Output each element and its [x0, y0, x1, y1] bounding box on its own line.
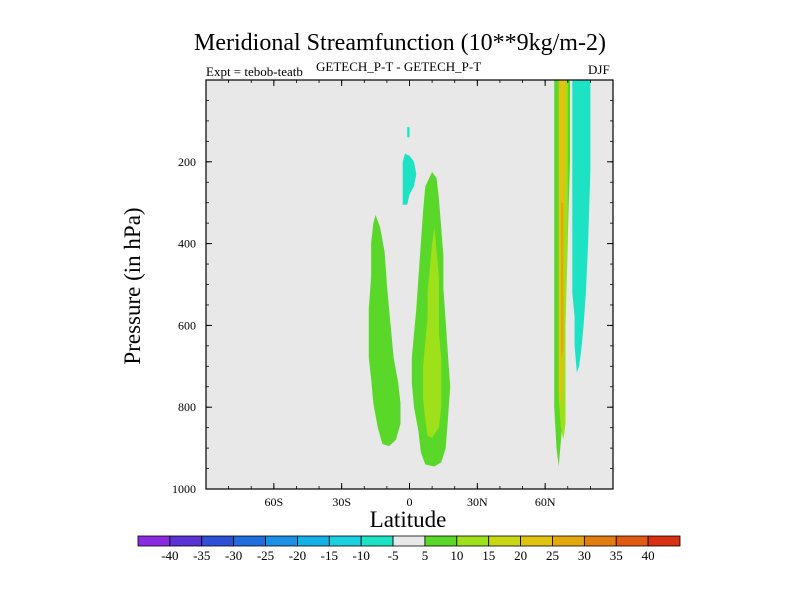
colorbar-label: 30	[578, 548, 591, 563]
colorbar-label: -15	[321, 548, 338, 563]
x-tick-label: 60S	[264, 495, 283, 509]
contour-region-4	[402, 153, 417, 205]
colorbar-label: -35	[193, 548, 210, 563]
colorbar-swatch-16	[647, 535, 681, 547]
colorbar-swatch-6	[328, 535, 362, 547]
x-tick-label: 30N	[467, 495, 488, 509]
y-axis-label: Pressure (in hPa)	[120, 207, 145, 364]
x-tick-label: 30S	[332, 495, 351, 509]
colorbar-swatch-12	[520, 535, 553, 547]
y-tick-label: 200	[178, 155, 196, 169]
colorbar-label: -25	[257, 548, 274, 563]
colorbar-swatch-9	[424, 535, 458, 547]
colorbar-swatch-4	[265, 535, 298, 547]
colorbar-swatch-8	[392, 535, 426, 547]
colorbar-swatch-13	[552, 535, 585, 547]
colorbar: -40 -35 -30 -25 -20 -15 -10 -5 5 10 15 20 25 30 35 40	[137, 535, 681, 563]
contour-region-0	[368, 215, 401, 447]
y-tick-label: 600	[178, 318, 196, 332]
colorbar-label: 35	[610, 548, 623, 563]
colorbar-swatch-14	[583, 535, 617, 547]
colorbar-swatch-15	[615, 535, 649, 547]
colorbar-swatch-11	[488, 535, 521, 547]
colorbar-label: 25	[546, 548, 559, 563]
x-tick-label: 0	[407, 495, 413, 509]
chart-title: Meridional Streamfunction (10**9kg/m-2)	[194, 30, 606, 56]
contour-region-3	[407, 127, 410, 138]
colorbar-swatch-5	[297, 535, 330, 547]
y-tick-label: 400	[178, 237, 196, 251]
x-tick-label: 60N	[535, 495, 556, 509]
colorbar-label: 5	[422, 548, 429, 563]
colorbar-label: -30	[225, 548, 242, 563]
colorbar-swatch-2	[201, 535, 235, 547]
contour-region-5	[572, 80, 591, 373]
colorbar-swatch-10	[456, 535, 490, 547]
colorbar-swatch-7	[360, 535, 394, 547]
experiment-label: Expt = tebob-teatb	[206, 64, 303, 79]
axes-layer: 60S 30S 0 30N 60N 200 400 600 800 1000	[172, 79, 614, 509]
contour-region-9	[561, 202, 564, 359]
season-label: DJF	[588, 62, 610, 77]
colorbar-label: -20	[289, 548, 306, 563]
contour-layer	[368, 80, 591, 467]
colorbar-label: -5	[388, 548, 399, 563]
plot-area	[206, 80, 613, 489]
x-axis-label: Latitude	[370, 507, 447, 532]
y-tick-label: 1000	[172, 482, 196, 496]
colorbar-label: 10	[450, 548, 463, 563]
colorbar-label: -40	[161, 548, 178, 563]
colorbar-swatch-1	[169, 535, 203, 547]
colorbar-swatch-3	[233, 535, 266, 547]
colorbar-label: 15	[482, 548, 495, 563]
colorbar-label: 40	[642, 548, 655, 563]
colorbar-swatch-0	[137, 535, 171, 547]
colorbar-label: -10	[353, 548, 370, 563]
center-label: GETECH_P-T - GETECH_P-T	[316, 59, 482, 74]
contour-region-2	[423, 227, 442, 438]
colorbar-label: 20	[514, 548, 527, 563]
y-tick-label: 800	[178, 400, 196, 414]
